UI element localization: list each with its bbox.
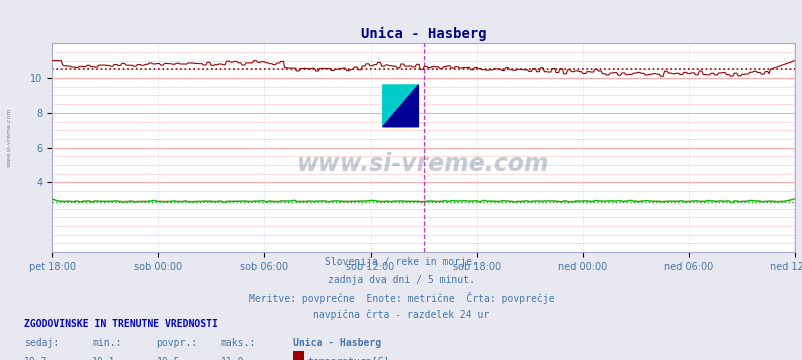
- Text: 10,7: 10,7: [24, 357, 47, 360]
- Polygon shape: [383, 85, 418, 127]
- Text: www.si-vreme.com: www.si-vreme.com: [297, 152, 549, 176]
- Text: 10,5: 10,5: [156, 357, 180, 360]
- Text: 10,1: 10,1: [92, 357, 115, 360]
- Text: Meritve: povprečne  Enote: metrične  Črta: povprečje: Meritve: povprečne Enote: metrične Črta:…: [249, 292, 553, 304]
- Text: www.si-vreme.com: www.si-vreme.com: [6, 107, 11, 167]
- Text: navpična črta - razdelek 24 ur: navpična črta - razdelek 24 ur: [313, 309, 489, 320]
- Text: ZGODOVINSKE IN TRENUTNE VREDNOSTI: ZGODOVINSKE IN TRENUTNE VREDNOSTI: [24, 319, 217, 329]
- Text: povpr.:: povpr.:: [156, 338, 197, 348]
- Polygon shape: [383, 85, 418, 127]
- Text: 11,0: 11,0: [221, 357, 244, 360]
- Text: temperatura[C]: temperatura[C]: [307, 357, 389, 360]
- Text: Unica - Hasberg: Unica - Hasberg: [293, 338, 381, 348]
- Title: Unica - Hasberg: Unica - Hasberg: [360, 27, 486, 41]
- Text: maks.:: maks.:: [221, 338, 256, 348]
- Text: Slovenija / reke in morje.: Slovenija / reke in morje.: [325, 257, 477, 267]
- Text: min.:: min.:: [92, 338, 122, 348]
- Text: sedaj:: sedaj:: [24, 338, 59, 348]
- Bar: [383, 85, 418, 127]
- Text: zadnja dva dni / 5 minut.: zadnja dva dni / 5 minut.: [328, 275, 474, 285]
